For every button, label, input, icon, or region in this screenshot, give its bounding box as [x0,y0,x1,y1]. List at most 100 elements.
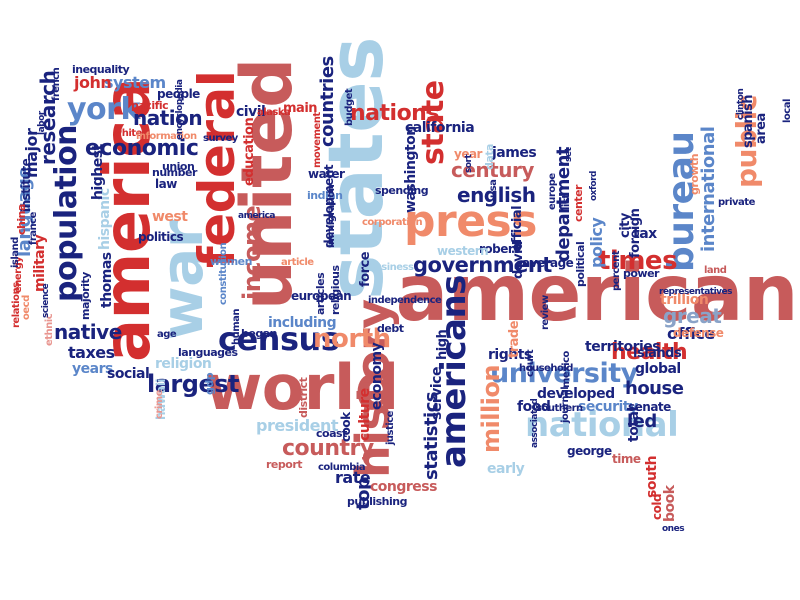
word-17: economic [85,136,199,161]
word-160: majority [79,272,92,320]
word-96: foreign [628,208,643,258]
word-71: global [635,361,681,377]
word-31: health [611,340,688,365]
word-29: nation [133,106,203,130]
word-168: budget [344,88,355,126]
word-105: people [157,87,200,101]
word-70: senate [628,400,671,414]
word-120: women [210,255,252,268]
word-109: coast [316,427,347,440]
word-80: including [268,315,337,331]
word-117: private [718,197,755,208]
word-55: social [107,366,150,382]
word-25: million [477,365,505,453]
word-158: science [41,283,51,318]
word-174: encyclopedia [175,79,185,140]
word-39: house [625,378,684,399]
word-30: international [698,126,719,252]
word-46: thomas [99,252,115,308]
word-20: country [282,436,374,461]
word-112: district [297,377,310,418]
word-177: europe [547,173,558,210]
word-176: oxford [589,171,599,201]
word-8: press [404,196,537,247]
word-157: labor [37,111,47,135]
word-72: territories [585,339,661,355]
word-89: high [435,329,450,360]
word-150: france [28,212,39,245]
word-19: largest [147,370,239,398]
word-4: world [205,351,399,424]
word-122: age [157,329,177,340]
word-161: union [162,160,195,173]
word-153: local [782,99,793,123]
word-11: national [525,405,679,445]
word-37: native [54,320,122,344]
word-135: article [281,257,314,268]
word-171: ones [662,524,685,534]
word-90: trade [507,320,522,358]
word-49: james [492,145,537,161]
word-50: tax [633,226,657,242]
word-82: civil [236,104,266,120]
word-59: service [429,367,445,420]
word-114: year [454,147,482,161]
word-44: john [74,73,112,92]
word-85: water [308,167,345,181]
word-140: george [567,444,612,458]
word-21: north [313,324,391,354]
word-151: ethnic [44,313,55,346]
word-13: census [218,320,340,358]
word-53: taxes [68,343,115,362]
word-67: cold [650,493,664,520]
word-178: clinton [736,88,746,120]
word-141: time [612,452,641,466]
word-119: indian [307,189,343,202]
word-60: food [517,399,551,415]
word-175: associated [530,398,540,448]
word-138: constitution [218,242,229,305]
word-78: religion [155,356,212,372]
word-42: policy [587,217,606,268]
word-165: percent [611,251,622,291]
word-52: trillion [660,292,709,308]
word-48: california [405,120,475,136]
word-102: inequality [72,63,130,76]
word-134: immigration [326,184,337,248]
word-144: western [437,244,489,258]
word-167: mexico [561,351,572,388]
word-34: english [457,183,536,207]
word-63: congress [370,479,437,495]
word-163: religious [329,265,342,315]
word-173: sort [464,154,474,173]
word-54: years [72,361,113,377]
word-12: university [490,358,638,389]
word-91: robert [479,242,519,256]
word-79: languages [178,346,238,359]
word-162: began [241,327,277,340]
word-124: white [113,128,142,139]
word-94: average [522,256,574,270]
word-15: york [67,92,140,127]
word-148: data [483,144,496,170]
word-139: independence [368,295,442,306]
word-127: survey [203,133,238,144]
word-172: usa [488,179,499,198]
word-84: education [242,117,257,186]
word-115: land [704,265,727,276]
word-51: office [667,324,715,343]
word-164: justice [385,411,396,445]
word-149: representatives [659,287,733,297]
word-98: defense [673,326,724,340]
word-130: political [574,241,587,287]
word-123: number [152,166,197,179]
word-179: set [564,147,574,162]
word-118: alaska [257,107,291,118]
word-93: official [510,205,525,252]
word-152: crime [154,390,165,419]
word-64: early [487,461,525,477]
word-81: european [291,289,352,303]
word-143: southern [536,403,583,414]
word-110: report [266,458,303,471]
